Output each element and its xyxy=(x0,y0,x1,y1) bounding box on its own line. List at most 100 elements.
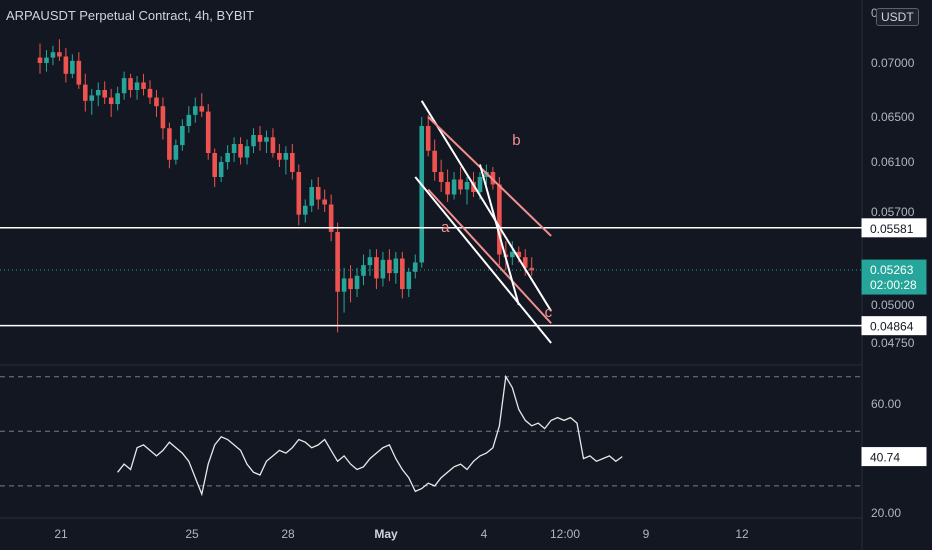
candle-body xyxy=(205,111,211,153)
candle-body xyxy=(244,146,250,158)
trend-line-white-lower xyxy=(414,176,552,344)
trend-line-pink-lower xyxy=(427,188,552,324)
candle-body xyxy=(76,60,82,85)
candle-body xyxy=(141,82,146,89)
oscillator-line xyxy=(117,374,623,497)
candle-body xyxy=(57,52,62,57)
candle-body xyxy=(95,90,101,96)
time-axis[interactable]: 21 25 28 May 4 12:00 9 12 xyxy=(54,527,749,541)
candle-body xyxy=(147,88,153,98)
candle-body xyxy=(302,205,308,215)
price-tick-label: 0.05000 xyxy=(871,298,915,312)
candle-body xyxy=(212,153,217,177)
last-price-label-text: 02:00:28 xyxy=(870,278,917,292)
candle-body xyxy=(63,56,69,74)
candles xyxy=(37,39,535,333)
trend-line-white-mid xyxy=(478,164,520,306)
candle-body xyxy=(270,137,276,153)
candle-body xyxy=(180,126,185,146)
candle-body xyxy=(497,184,502,255)
time-tick-label: 4 xyxy=(481,527,488,541)
candle-body xyxy=(296,172,302,215)
candle-body xyxy=(115,93,120,105)
candle-body xyxy=(510,251,515,258)
time-tick-label: 21 xyxy=(54,527,68,541)
candle-body xyxy=(367,257,373,266)
support-price-label-box xyxy=(861,316,927,336)
wave-annotations: a b c xyxy=(441,132,553,321)
trend-line-pink-upper xyxy=(427,116,552,237)
candle-body xyxy=(348,278,353,290)
oscillator-tick-label: 60.00 xyxy=(871,397,901,411)
candle-body xyxy=(322,199,327,205)
oscillator-value-label-box xyxy=(861,447,927,467)
trend-lines[interactable] xyxy=(414,100,552,344)
time-tick-label: 12 xyxy=(735,527,749,541)
candle-body xyxy=(393,258,399,274)
candle-body xyxy=(315,187,321,200)
candle-body xyxy=(471,182,476,192)
candle-body xyxy=(238,144,243,158)
candle-body xyxy=(445,182,450,195)
candle-body xyxy=(412,262,418,272)
annotation-b: b xyxy=(512,132,520,149)
last-price-label-box xyxy=(861,259,927,295)
price-tick-label: 0.06100 xyxy=(871,155,915,169)
candle-body xyxy=(425,126,431,151)
candle-body xyxy=(257,135,263,142)
candle-body xyxy=(354,275,360,290)
candle-body xyxy=(121,78,127,94)
trend-line-white-upper xyxy=(420,100,552,312)
price-tick-label-partial: 0 xyxy=(871,6,878,20)
candle-body xyxy=(102,90,107,98)
candle-body xyxy=(50,52,56,58)
candle-body xyxy=(167,128,172,160)
candle-body xyxy=(374,257,379,279)
candle-body xyxy=(380,259,386,279)
candle-body xyxy=(225,153,230,162)
candle-body xyxy=(154,97,159,107)
time-tick-label: 28 xyxy=(281,527,295,541)
candle-body xyxy=(335,231,340,292)
candle-body xyxy=(37,57,43,63)
candle-body xyxy=(192,106,198,115)
candle-body xyxy=(277,153,282,160)
candle-body xyxy=(309,187,315,206)
candle-body xyxy=(341,278,347,292)
candle-body xyxy=(218,162,224,177)
annotation-a: a xyxy=(441,219,450,236)
time-tick-label: 12:00 xyxy=(550,527,580,541)
candle-body xyxy=(173,145,179,160)
candle-body xyxy=(264,137,269,142)
candle-body xyxy=(108,97,114,105)
candle-body xyxy=(128,78,133,90)
candle-body xyxy=(529,267,535,271)
oscillator-value-label-text: 40.74 xyxy=(870,451,900,465)
candle-body xyxy=(199,106,205,112)
last-price-label-text: 0.05263 xyxy=(870,263,914,277)
oscillator-tick-label: 20.00 xyxy=(871,506,901,520)
candle-body xyxy=(44,57,49,63)
candle-body xyxy=(70,60,75,74)
candle-body xyxy=(451,179,457,195)
price-tick-label: 0.07000 xyxy=(871,56,915,70)
symbol-title[interactable]: ARPAUSDT Perpetual Contract, 4h, BYBIT xyxy=(6,8,255,23)
candle-body xyxy=(432,150,437,172)
price-tick-label: 0.06500 xyxy=(871,110,915,124)
candle-body xyxy=(186,114,192,126)
candle-body xyxy=(361,265,366,276)
support-price-label-text: 0.04864 xyxy=(870,320,914,334)
candle-body xyxy=(458,179,463,190)
candle-body xyxy=(400,258,405,290)
horizontal-levels[interactable] xyxy=(0,227,862,327)
candle-body xyxy=(522,257,528,268)
price-axis[interactable]: 0.07000 0.06500 0.06100 0.05700 0.05000 0.047… xyxy=(871,6,915,350)
candle-body xyxy=(290,153,295,172)
currency-button[interactable]: USDT xyxy=(876,8,919,26)
oscillator-axis: 60.00 20.00 xyxy=(871,397,901,520)
oscillator-pane xyxy=(0,374,862,497)
resistance-price-label-text: 0.05581 xyxy=(870,222,914,236)
price-tick-label: 0.04750 xyxy=(871,336,915,350)
